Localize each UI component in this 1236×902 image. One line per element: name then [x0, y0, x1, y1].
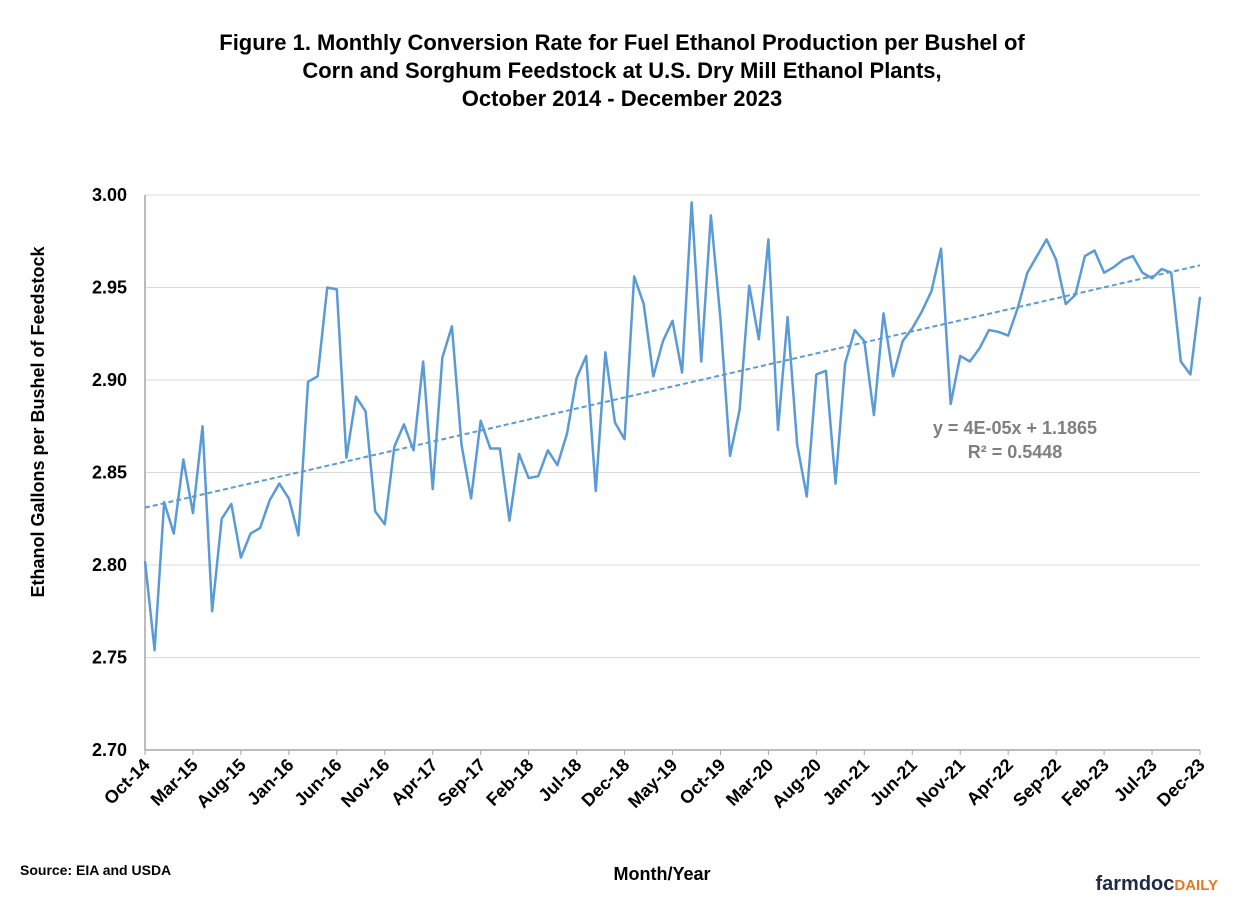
y-tick-label: 2.95 — [92, 278, 127, 298]
y-tick-label: 2.70 — [92, 740, 127, 760]
logo-part: farmdoc — [1095, 873, 1174, 895]
x-axis-title: Month/Year — [613, 864, 710, 884]
x-tick-label: Oct-14 — [100, 755, 154, 809]
x-tick-label: Mar-15 — [147, 755, 202, 810]
x-tick-label: Apr-17 — [387, 755, 441, 809]
y-tick-label: 2.75 — [92, 648, 127, 668]
data-line — [143, 201, 1202, 652]
x-tick-label: Apr-22 — [963, 755, 1017, 809]
x-tick-label: Feb-18 — [482, 755, 537, 810]
y-tick-label: 2.85 — [92, 463, 127, 483]
x-tick-label: Aug-15 — [192, 755, 249, 812]
x-tick-label: May-19 — [624, 755, 681, 812]
chart-title: Figure 1. Monthly Conversion Rate for Fu… — [219, 30, 1025, 55]
logo-part: DAILY — [1174, 877, 1218, 894]
x-tick-label: Aug-20 — [768, 755, 825, 812]
trend-equation: y = 4E-05x + 1.1865 — [933, 418, 1097, 438]
x-tick-label: Jun-16 — [290, 755, 345, 810]
y-tick-label: 2.90 — [92, 370, 127, 390]
x-tick-label: Sep-17 — [434, 755, 490, 811]
x-tick-label: Jan-21 — [819, 755, 873, 809]
chart-title: Corn and Sorghum Feedstock at U.S. Dry M… — [302, 58, 941, 83]
x-tick-label: Mar-20 — [722, 755, 777, 810]
logo: farmdocDAILY — [1095, 873, 1218, 895]
x-tick-label: Sep-22 — [1009, 755, 1065, 811]
y-tick-label: 3.00 — [92, 185, 127, 205]
y-tick-label: 2.80 — [92, 555, 127, 575]
x-tick-label: Oct-19 — [676, 755, 730, 809]
trend-line — [144, 264, 1201, 509]
x-tick-label: Dec-18 — [577, 755, 633, 811]
x-tick-label: Jan-16 — [243, 755, 297, 809]
x-tick-label: Dec-23 — [1153, 755, 1209, 811]
chart-title: October 2014 - December 2023 — [462, 86, 782, 111]
x-tick-label: Jun-21 — [866, 755, 921, 810]
x-tick-label: Feb-23 — [1058, 755, 1113, 810]
x-tick-label: Nov-21 — [912, 755, 969, 812]
source-note: Source: EIA and USDA — [20, 862, 171, 878]
y-axis-title: Ethanol Gallons per Bushel of Feedstock — [28, 245, 48, 597]
trend-r-squared: R² = 0.5448 — [968, 442, 1063, 462]
x-tick-label: Nov-16 — [337, 755, 394, 812]
